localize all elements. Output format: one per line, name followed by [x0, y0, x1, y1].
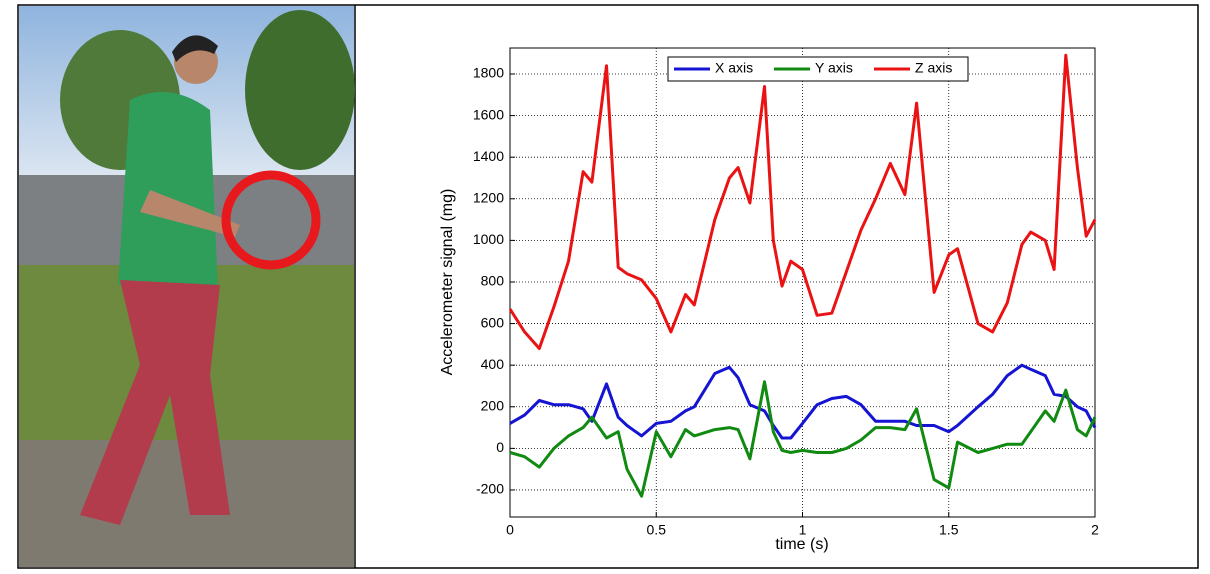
- y-tick-label: 600: [481, 314, 505, 330]
- y-tick-label: 400: [481, 356, 505, 372]
- y-tick-label: 1600: [473, 106, 504, 122]
- x-tick-label: 1: [799, 522, 807, 538]
- y-tick-label: 1200: [473, 189, 504, 205]
- data-line: [509, 363, 1097, 440]
- x-tick-label: 1.5: [939, 522, 959, 538]
- photo: [19, 6, 355, 567]
- legend-box: [667, 56, 969, 82]
- x-tick-label: 2: [1091, 522, 1099, 538]
- y-tick-label: 1000: [473, 231, 504, 247]
- frame: [17, 4, 1199, 569]
- y-tick-label: -200: [476, 481, 504, 497]
- x-axis-label: time (s): [775, 536, 828, 553]
- y-tick-label: 0: [496, 439, 504, 455]
- y-tick-label: 1800: [473, 65, 504, 81]
- legend-label: Z axis: [915, 60, 952, 76]
- x-tick-label: 0: [506, 522, 514, 538]
- x-tick-label: 0.5: [647, 522, 667, 538]
- y-tick-label: 800: [481, 273, 505, 289]
- y-tick-label: 200: [481, 397, 505, 413]
- y-axis-label: Accelerometer signal (mg): [439, 189, 456, 376]
- data-line: [508, 53, 1097, 350]
- y-tick-label: 1400: [473, 148, 504, 164]
- data-line: [509, 380, 1097, 498]
- legend-label: X axis: [715, 60, 753, 76]
- legend-label: Y axis: [815, 60, 853, 76]
